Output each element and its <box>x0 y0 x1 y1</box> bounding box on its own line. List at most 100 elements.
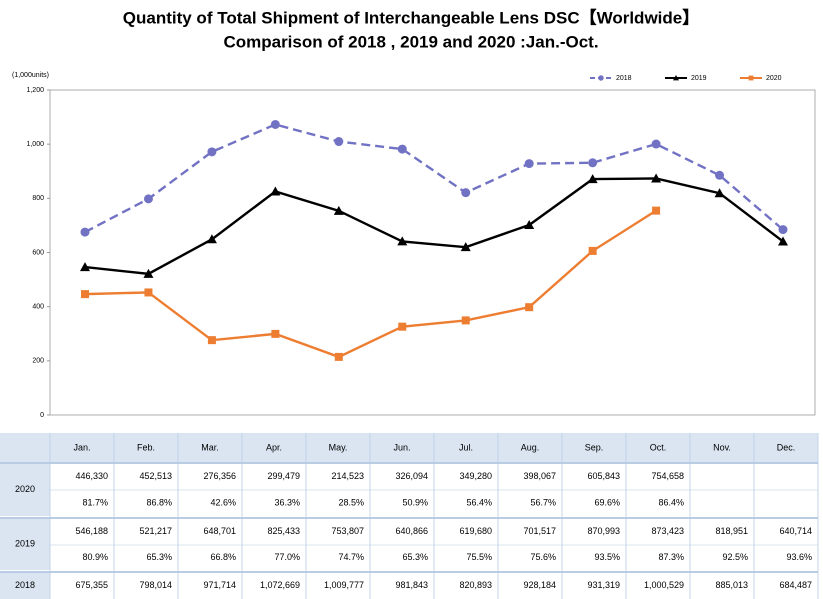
marker <box>778 225 788 235</box>
table-cell: 75.6% <box>530 552 556 562</box>
y-tick-label: 200 <box>32 358 44 365</box>
table-cell: 605,843 <box>587 471 620 481</box>
table-cell: 36.3% <box>274 497 300 507</box>
column-header: Sep. <box>585 442 604 452</box>
table-cell: 87.3% <box>658 552 684 562</box>
marker <box>143 268 154 278</box>
marker <box>461 316 470 325</box>
table-cell: 753,807 <box>331 526 364 536</box>
y-tick-label: 1,200 <box>26 87 44 94</box>
marker <box>207 336 216 345</box>
marker <box>778 236 788 246</box>
column-header: Nov. <box>713 442 731 452</box>
marker <box>80 262 90 272</box>
table-cell: 86.4% <box>658 497 684 507</box>
y-tick-label: 800 <box>32 195 44 202</box>
marker <box>525 303 534 312</box>
marker <box>271 329 280 338</box>
table-cell: 818,951 <box>715 526 748 536</box>
table-cell: 66.8% <box>210 552 236 562</box>
table-cell: 820,893 <box>459 580 492 590</box>
legend-marker <box>673 75 679 81</box>
row-header-bg <box>0 463 50 516</box>
table-cell: 28.5% <box>338 497 364 507</box>
table-cell: 50.9% <box>402 497 428 507</box>
table-cell: 1,072,669 <box>260 580 300 590</box>
table-cell: 92.5% <box>722 552 748 562</box>
row-header-bg <box>0 572 50 599</box>
marker <box>524 220 535 230</box>
table-cell: 93.5% <box>594 552 620 562</box>
marker <box>587 174 598 184</box>
table-cell: 65.3% <box>146 552 172 562</box>
marker <box>651 173 662 183</box>
column-header: May. <box>329 442 348 452</box>
marker <box>714 188 725 198</box>
table-cell: 684,487 <box>779 580 812 590</box>
chart-subtitle: Comparison of 2018 , 2019 and 2020 :Jan.… <box>223 32 598 51</box>
table-cell: 65.3% <box>402 552 428 562</box>
marker <box>588 158 598 168</box>
table-cell: 981,843 <box>395 580 428 590</box>
marker <box>333 205 344 215</box>
table-cell: 452,513 <box>139 471 172 481</box>
marker <box>588 246 597 255</box>
table-cell: 675,355 <box>75 580 108 590</box>
table-cell: 74.7% <box>338 552 364 562</box>
marker <box>81 290 89 299</box>
legend-label: 2018 <box>616 75 632 82</box>
table-cell: 701,517 <box>523 526 556 536</box>
marker <box>461 188 471 198</box>
table-cell: 931,319 <box>587 580 620 590</box>
series-line <box>84 123 784 234</box>
marker <box>524 159 534 169</box>
table-cell: 69.6% <box>594 497 620 507</box>
marker <box>460 242 471 252</box>
table-cell: 928,184 <box>523 580 556 590</box>
chart-title: Quantity of Total Shipment of Interchang… <box>123 7 699 27</box>
marker <box>270 119 280 129</box>
column-header: Mar. <box>201 442 219 452</box>
table-cell: 640,866 <box>395 526 428 536</box>
table-cell: 398,067 <box>523 471 556 481</box>
table-header-bg <box>0 433 818 463</box>
y-axis-label: (1,000units) <box>12 72 49 79</box>
table-cell: 81.7% <box>82 497 108 507</box>
legend-marker <box>598 75 604 81</box>
table-cell: 86.8% <box>146 497 172 507</box>
table-cell: 56.4% <box>466 497 492 507</box>
table-cell: 873,423 <box>651 526 684 536</box>
marker <box>334 352 343 361</box>
marker <box>334 137 344 147</box>
table-cell: 1,009,777 <box>324 580 364 590</box>
y-tick-label: 600 <box>32 249 44 256</box>
y-tick-label: 1,000 <box>26 141 44 148</box>
legend-marker <box>748 75 754 81</box>
marker <box>397 144 407 154</box>
marker <box>398 322 407 331</box>
column-header: Dec. <box>777 442 796 452</box>
table-cell: 648,701 <box>203 526 236 536</box>
table-cell: 1,000,529 <box>644 580 684 590</box>
table-cell: 42.6% <box>210 497 236 507</box>
row-header: 2019 <box>15 538 35 548</box>
table-cell: 56.7% <box>530 497 556 507</box>
marker <box>652 206 661 215</box>
marker <box>651 139 661 149</box>
marker <box>715 170 725 180</box>
marker <box>397 236 408 246</box>
marker <box>207 147 217 157</box>
column-header: Jun. <box>393 442 410 452</box>
table-cell: 521,217 <box>139 526 172 536</box>
table-cell: 93.6% <box>786 552 812 562</box>
column-header: Oct. <box>650 442 667 452</box>
series-line <box>84 209 657 359</box>
row-header: 2018 <box>15 580 35 590</box>
table-cell: 546,188 <box>75 526 108 536</box>
table-cell: 326,094 <box>395 471 428 481</box>
table-cell: 214,523 <box>331 471 364 481</box>
table-cell: 349,280 <box>459 471 492 481</box>
column-header: Feb. <box>137 442 155 452</box>
row-header-bg <box>0 518 50 570</box>
